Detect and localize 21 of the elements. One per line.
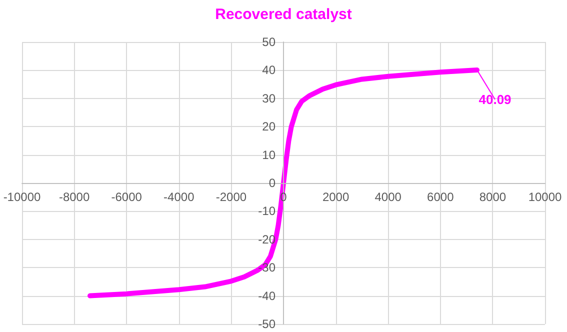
y-tick-label: -50 — [258, 317, 276, 331]
data-label: 40.09 — [478, 92, 512, 107]
y-tick-label: 20 — [262, 120, 276, 134]
y-tick-label: 10 — [262, 148, 276, 162]
x-tick-label: 8000 — [479, 190, 506, 204]
x-tick-label: 10000 — [528, 190, 562, 204]
chart-title: Recovered catalyst — [215, 6, 352, 23]
y-tick-label: -40 — [258, 288, 276, 303]
y-tick-label: 50 — [262, 35, 276, 49]
x-tick-label: 6000 — [427, 190, 454, 204]
x-tick-label: -10000 — [3, 190, 42, 204]
x-tick-label: -2000 — [216, 190, 247, 204]
x-tick-label: -4000 — [164, 190, 195, 204]
y-tick-label: 0 — [268, 176, 276, 190]
y-tick-label: 30 — [262, 91, 276, 106]
x-tick-label: 4000 — [374, 190, 402, 204]
x-tick-label: -6000 — [111, 190, 142, 204]
x-tick-label: 2000 — [322, 190, 350, 204]
y-tick-label: 40 — [262, 63, 276, 78]
x-tick-label: -8000 — [58, 190, 90, 204]
y-tick-label: -10 — [258, 204, 276, 218]
